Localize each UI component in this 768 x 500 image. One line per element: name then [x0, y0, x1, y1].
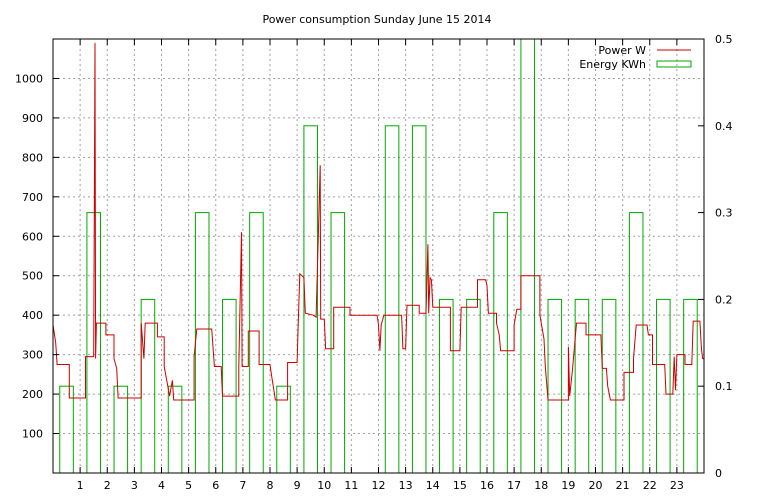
energy-bar [411, 125, 427, 474]
x-tick-label: 17 [507, 479, 521, 492]
x-tick-label: 21 [616, 479, 630, 492]
energy-bar [601, 298, 617, 474]
x-tick-label: 19 [561, 479, 575, 492]
y2-tick-label: 0.3 [715, 207, 733, 220]
y2-tick-label: 0 [715, 467, 722, 480]
energy-bar [113, 385, 129, 474]
y-tick-label: 800 [22, 151, 43, 164]
power-line-layer [52, 42, 704, 401]
energy-bar [547, 298, 563, 474]
x-tick-label: 16 [480, 479, 494, 492]
y-tick-label: 300 [22, 349, 43, 362]
legend-label-power: Power W [598, 44, 646, 57]
y-tick-label: 400 [22, 309, 43, 322]
energy-bar [59, 385, 74, 474]
energy-bar [194, 212, 210, 474]
y-tick-label: 500 [22, 270, 43, 283]
x-tick-label: 8 [267, 479, 274, 492]
energy-bar [574, 298, 590, 474]
energy-bar [493, 212, 508, 474]
x-tick-label: 11 [344, 479, 358, 492]
x-tick-label: 4 [158, 479, 165, 492]
energy-bar [656, 298, 671, 474]
x-tick-label: 22 [643, 479, 657, 492]
energy-bar [520, 38, 535, 474]
x-tick-label: 1 [77, 479, 84, 492]
energy-bar [683, 298, 698, 474]
energy-bar [628, 212, 644, 474]
y2-tick-label: 0.2 [715, 293, 733, 306]
y-tick-label: 1000 [15, 72, 43, 85]
x-tick-label: 23 [670, 479, 684, 492]
y-tick-label: 700 [22, 191, 43, 204]
x-tick-label: 12 [372, 479, 386, 492]
x-tick-label: 14 [426, 479, 440, 492]
energy-bar [276, 385, 291, 474]
y2-tick-label: 0.5 [715, 33, 733, 46]
x-tick-label: 6 [212, 479, 219, 492]
x-tick-label: 13 [399, 479, 413, 492]
y2-tick-label: 0.4 [715, 120, 733, 133]
x-tick-label: 7 [239, 479, 246, 492]
x-tick-label: 9 [294, 479, 301, 492]
y-tick-label: 600 [22, 230, 43, 243]
y-tick-label: 900 [22, 112, 43, 125]
y-tick-label: 200 [22, 388, 43, 401]
x-tick-label: 2 [104, 479, 111, 492]
energy-bar [439, 298, 454, 474]
energy-bar [167, 385, 183, 474]
y-tick-label: 100 [22, 428, 43, 441]
energy-bar [384, 125, 400, 474]
x-tick-label: 15 [453, 479, 467, 492]
x-tick-label: 10 [317, 479, 331, 492]
legend-label-energy: Energy KWh [579, 58, 646, 71]
x-tick-label: 20 [589, 479, 603, 492]
energy-bar [303, 125, 318, 474]
energy-bar [222, 298, 237, 474]
energy-bar [140, 298, 156, 474]
chart-title: Power consumption Sunday June 15 2014 [262, 13, 491, 26]
legend-swatch-energy [656, 60, 692, 68]
energy-bar [466, 298, 481, 474]
y2-tick-label: 0.1 [715, 380, 733, 393]
grid-layer [53, 39, 704, 473]
axes-layer: 1 2 3 4 5 6 7 8 9 10 11 12 13 14 15 16 17 18 19 20 21 22 23100… [15, 33, 733, 492]
x-tick-label: 3 [131, 479, 138, 492]
energy-bar [249, 212, 264, 474]
power-line [52, 42, 704, 401]
x-tick-label: 5 [185, 479, 192, 492]
x-tick-label: 18 [534, 479, 548, 492]
